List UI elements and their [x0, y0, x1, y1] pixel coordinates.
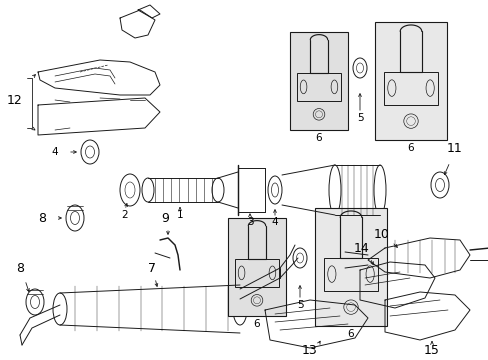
- Text: 6: 6: [315, 133, 322, 143]
- Text: 8: 8: [38, 211, 46, 225]
- Text: 6: 6: [253, 319, 260, 329]
- Bar: [234, 259, 279, 287]
- Text: 5: 5: [356, 113, 363, 123]
- Text: 2: 2: [122, 210, 128, 220]
- Bar: [296, 73, 340, 100]
- Bar: [374, 22, 446, 140]
- Text: 9: 9: [161, 211, 168, 225]
- Text: 10: 10: [373, 229, 389, 242]
- Text: 3: 3: [246, 217, 253, 227]
- Bar: [227, 218, 285, 316]
- Text: 11: 11: [446, 141, 462, 154]
- Text: 5: 5: [296, 300, 303, 310]
- Bar: [323, 257, 378, 291]
- Text: 4: 4: [271, 217, 278, 227]
- Text: 4: 4: [52, 147, 58, 157]
- Text: 6: 6: [347, 329, 354, 339]
- Bar: [383, 72, 437, 105]
- Text: 15: 15: [423, 343, 439, 356]
- Text: 14: 14: [353, 242, 369, 255]
- Text: 7: 7: [148, 261, 156, 274]
- Text: 1: 1: [176, 210, 183, 220]
- Text: 8: 8: [16, 261, 24, 274]
- Text: 13: 13: [302, 343, 317, 356]
- Bar: [314, 208, 386, 326]
- Bar: [289, 32, 347, 130]
- Text: 6: 6: [407, 143, 413, 153]
- Text: 12: 12: [7, 94, 23, 107]
